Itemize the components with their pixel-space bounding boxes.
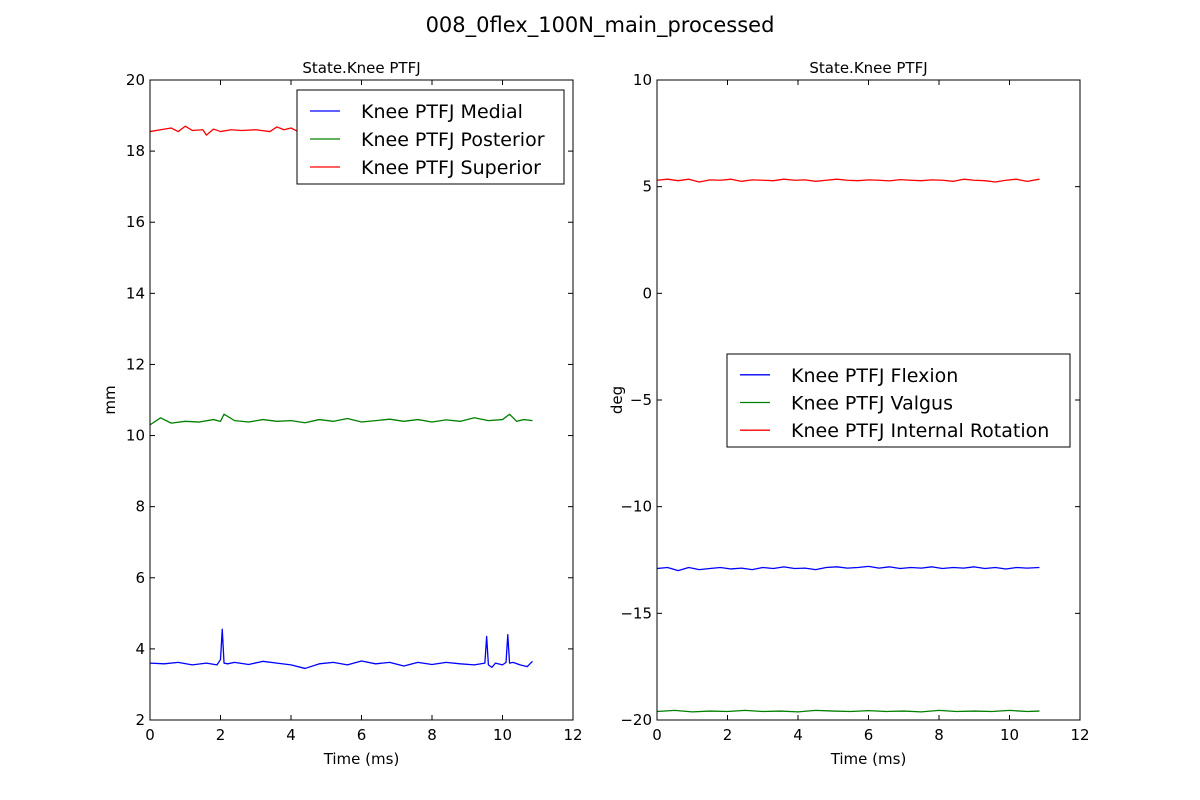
series-line-2 bbox=[656, 178, 1040, 183]
x-tick-label: 0 bbox=[145, 726, 155, 744]
figure-suptitle: 008_0flex_100N_main_processed bbox=[426, 13, 775, 38]
series-line-2 bbox=[149, 125, 306, 136]
legend: Knee PTFJ Flexion Knee PTFJ Valgus Knee PT… bbox=[726, 353, 1071, 448]
y-tick-label: 18 bbox=[126, 142, 145, 160]
series-line-0 bbox=[656, 565, 1040, 572]
legend-box bbox=[726, 353, 1071, 448]
x-tick-label: 10 bbox=[1000, 726, 1019, 744]
y-tick-label: −15 bbox=[620, 604, 652, 622]
y-tick-label: 12 bbox=[126, 355, 145, 373]
y-tick-label: 14 bbox=[126, 284, 145, 302]
legend-entry-0: Knee PTFJ Medial bbox=[361, 101, 523, 123]
x-tick-label: 2 bbox=[216, 726, 226, 744]
y-tick-label: 10 bbox=[633, 71, 652, 89]
x-tick-label: 8 bbox=[934, 726, 944, 744]
legend-entry-1: Knee PTFJ Posterior bbox=[361, 129, 545, 151]
y-axis-label: mm bbox=[101, 385, 119, 414]
y-tick-label: 6 bbox=[135, 569, 145, 587]
y-tick-label: 2 bbox=[135, 711, 145, 729]
y-tick-label: −5 bbox=[630, 391, 652, 409]
y-axis-label: deg bbox=[608, 386, 626, 414]
series-line-1 bbox=[656, 709, 1040, 713]
x-axis-label: Time (ms) bbox=[323, 750, 400, 768]
y-tick-label: 16 bbox=[126, 213, 145, 231]
x-tick-label: 12 bbox=[563, 726, 582, 744]
x-tick-label: 6 bbox=[357, 726, 367, 744]
x-tick-label: 8 bbox=[427, 726, 437, 744]
chart-title: State.Knee PTFJ bbox=[302, 59, 420, 77]
legend-entry-2: Knee PTFJ Superior bbox=[361, 157, 541, 179]
series-lines bbox=[149, 125, 533, 670]
series-line-1 bbox=[149, 413, 533, 426]
legend-entry-1: Knee PTFJ Valgus bbox=[791, 393, 953, 415]
x-tick-label: 4 bbox=[286, 726, 296, 744]
y-tick-label: 8 bbox=[135, 498, 145, 516]
series-lines bbox=[656, 178, 1040, 713]
chart-right-angular-deg: 0 2 4 6 8 10 12 −20 −15 −10 −5 0 5 10 State.Knee PTFJ T… bbox=[608, 59, 1090, 768]
y-tick-label: 0 bbox=[642, 284, 652, 302]
y-tick-label: 10 bbox=[126, 427, 145, 445]
y-tick-label: −10 bbox=[620, 498, 652, 516]
y-tick-label: 5 bbox=[642, 178, 652, 196]
axis-ticks: 0 2 4 6 8 10 12 −20 −15 −10 −5 0 5 10 bbox=[620, 71, 1089, 744]
legend-entry-0: Knee PTFJ Flexion bbox=[791, 365, 958, 387]
x-tick-label: 6 bbox=[864, 726, 874, 744]
x-tick-label: 2 bbox=[723, 726, 733, 744]
x-axis-label: Time (ms) bbox=[830, 750, 907, 768]
x-tick-label: 0 bbox=[652, 726, 662, 744]
x-tick-label: 10 bbox=[493, 726, 512, 744]
legend: Knee PTFJ Medial Knee PTFJ Posterior Knee … bbox=[296, 89, 565, 185]
x-tick-label: 12 bbox=[1070, 726, 1089, 744]
x-tick-label: 4 bbox=[793, 726, 803, 744]
series-line-0 bbox=[149, 628, 533, 670]
y-tick-label: −20 bbox=[620, 711, 652, 729]
y-tick-label: 4 bbox=[135, 640, 145, 658]
y-tick-label: 20 bbox=[126, 71, 145, 89]
chart-title: State.Knee PTFJ bbox=[809, 59, 927, 77]
legend-box bbox=[296, 89, 565, 185]
legend-entry-2: Knee PTFJ Internal Rotation bbox=[791, 420, 1049, 442]
